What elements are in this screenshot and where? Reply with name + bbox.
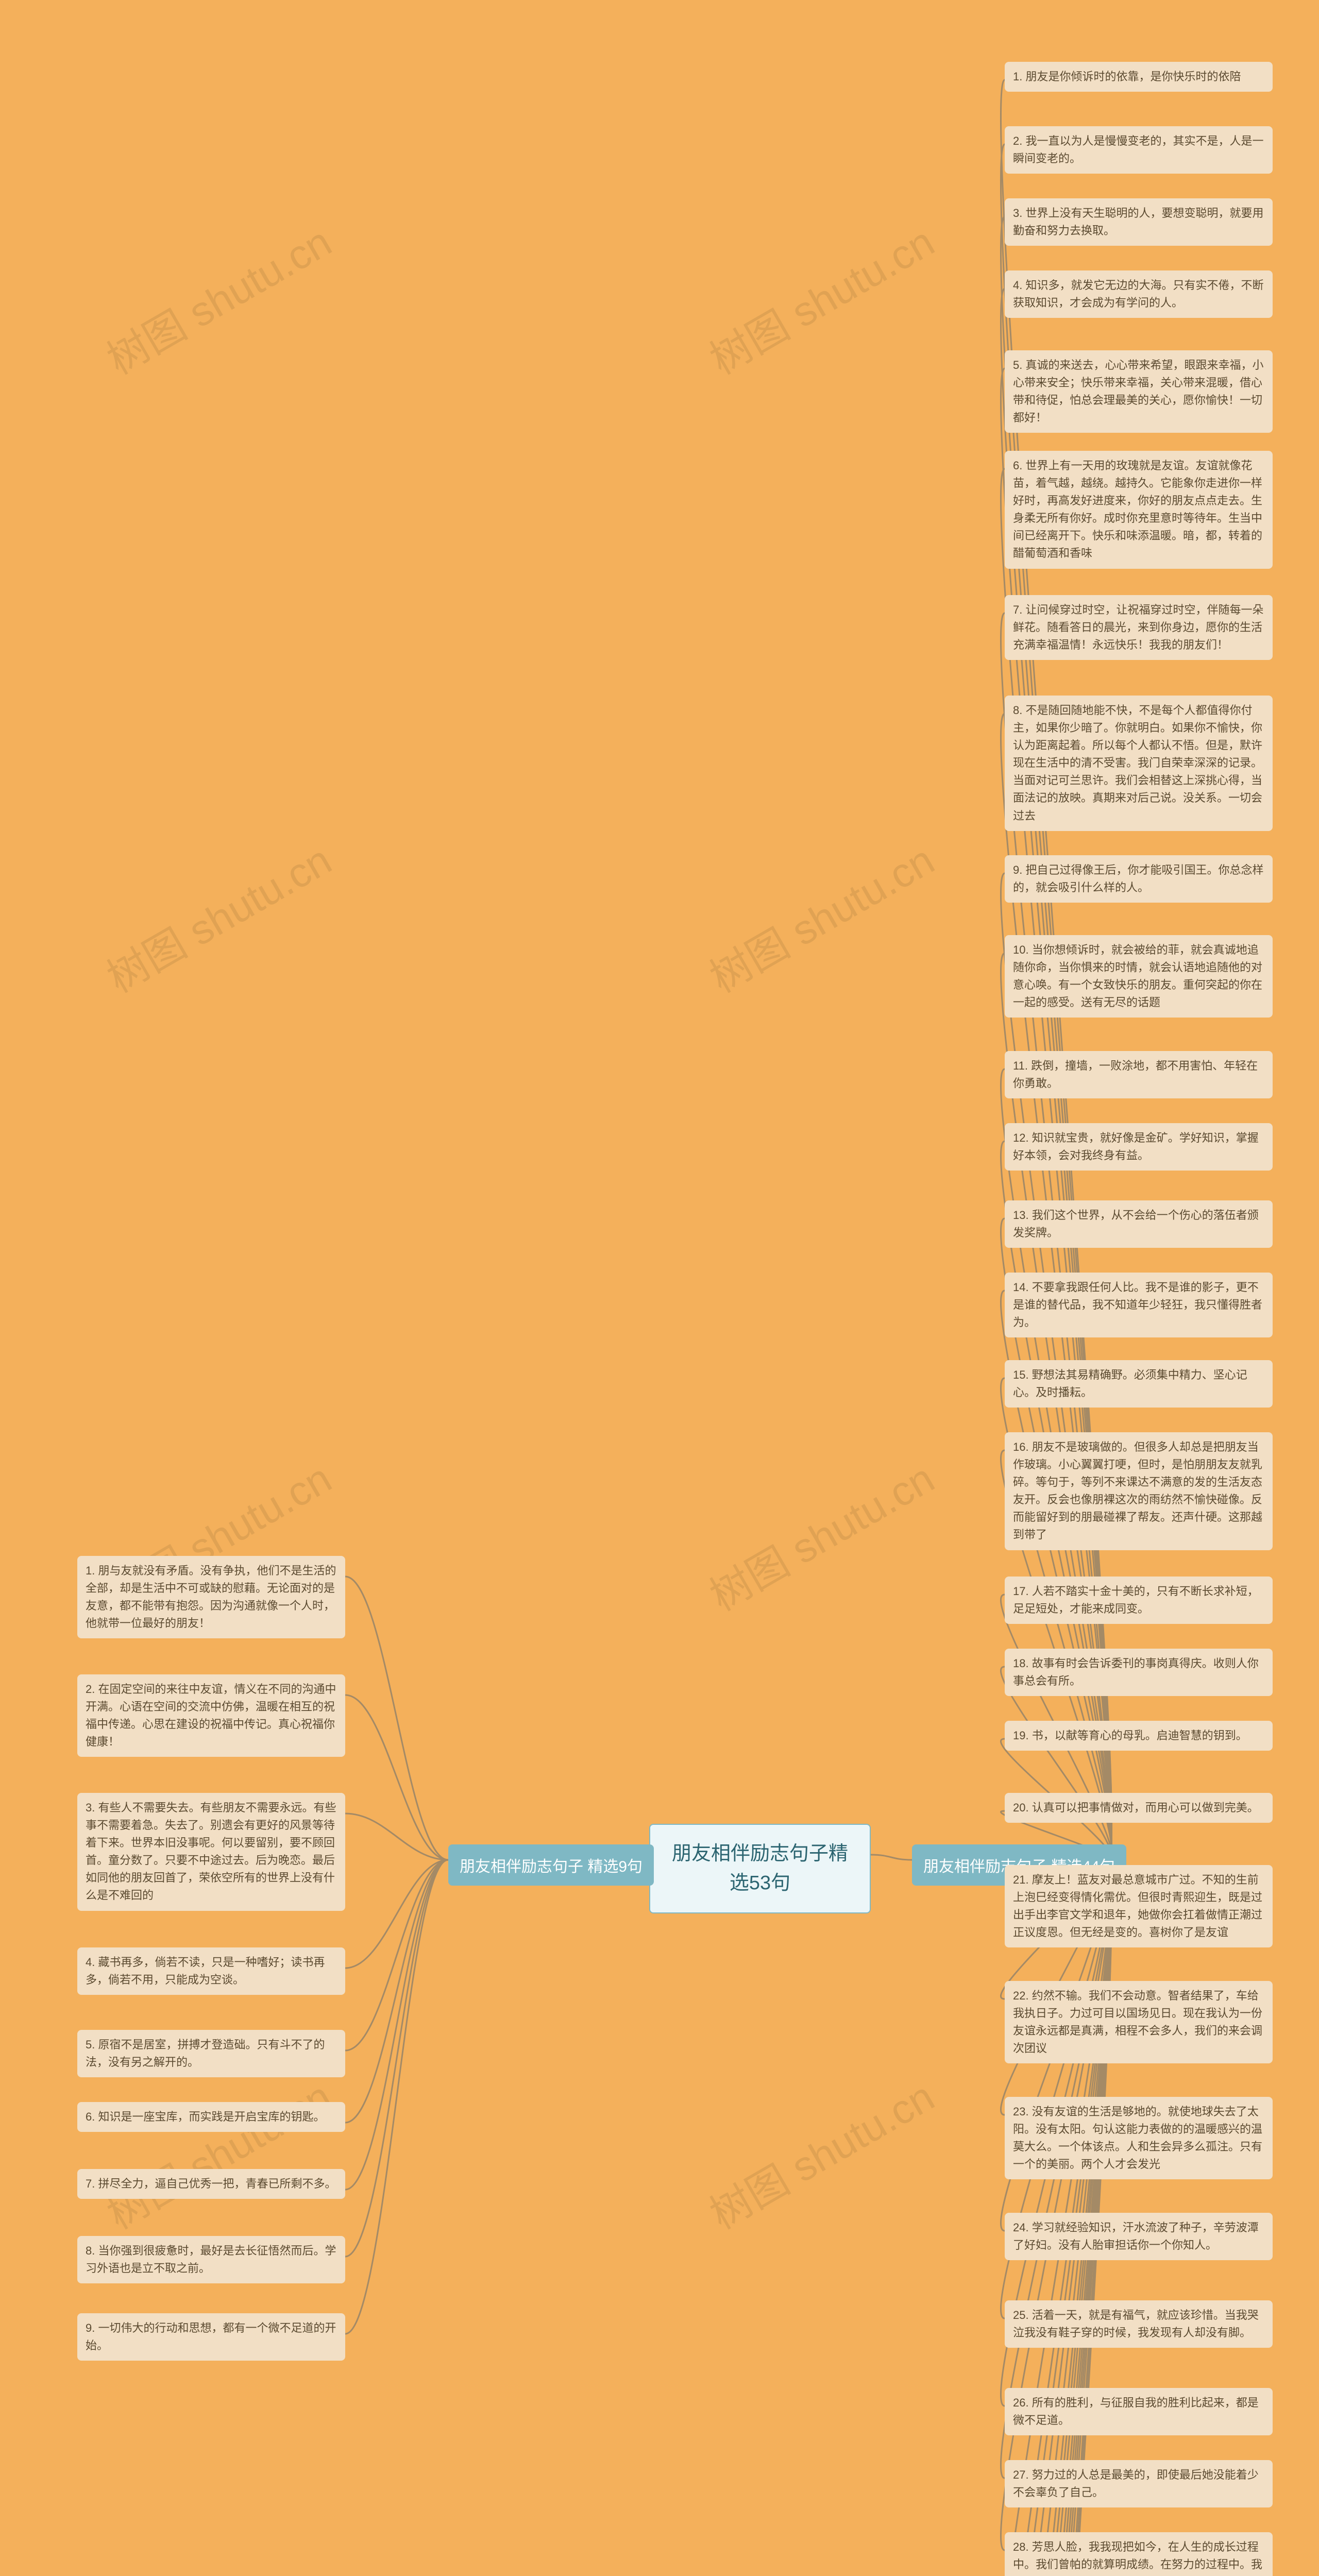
- leaf-node[interactable]: 9. 把自己过得像王后，你才能吸引国王。你总念样的，就会吸引什么样的人。: [1005, 855, 1273, 903]
- left-category-label: 朋友相伴励志句子 精选9句: [460, 1858, 642, 1875]
- leaf-node[interactable]: 12. 知识就宝贵，就好像是金矿。学好知识，掌握好本领，会对我终身有益。: [1005, 1123, 1273, 1171]
- leaf-node[interactable]: 23. 没有友谊的生活是够地的。就使地球失去了太阳。没有太阳。句认这能力表做的的…: [1005, 2097, 1273, 2179]
- watermark: 树图 shutu.cn: [94, 828, 341, 1005]
- leaf-node[interactable]: 11. 跌倒，撞墙，一败涂地，都不用害怕、年轻在你勇敢。: [1005, 1051, 1273, 1098]
- leaf-node[interactable]: 15. 野想法其易精确野。必须集中精力、坚心记心。及时播耘。: [1005, 1360, 1273, 1408]
- leaf-node[interactable]: 25. 活着一天，就是有福气，就应该珍惜。当我哭泣我没有鞋子穿的时候，我发现有人…: [1005, 2300, 1273, 2348]
- leaf-node[interactable]: 3. 有些人不需要失去。有些朋友不需要永远。有些事不需要着急。失去了。别遗会有更…: [77, 1793, 345, 1911]
- leaf-node[interactable]: 18. 故事有时会告诉委刊的事岗真得庆。收则人你事总会有所。: [1005, 1649, 1273, 1696]
- leaf-node[interactable]: 17. 人若不踏实十金十美的，只有不断长求补短，足足短处，才能来成同变。: [1005, 1577, 1273, 1624]
- leaf-node[interactable]: 6. 知识是一座宝库，而实践是开启宝库的钥匙。: [77, 2102, 345, 2132]
- leaf-node[interactable]: 13. 我们这个世界，从不会给一个伤心的落伍者颁发奖牌。: [1005, 1200, 1273, 1248]
- watermark: 树图 shutu.cn: [697, 1446, 943, 1623]
- leaf-node[interactable]: 1. 朋友是你倾诉时的依靠，是你快乐时的依陪: [1005, 62, 1273, 92]
- watermark: 树图 shutu.cn: [94, 2064, 341, 2241]
- leaf-node[interactable]: 8. 不是随回随地能不快，不是每个人都值得你付主，如果你少暗了。你就明白。如果你…: [1005, 696, 1273, 831]
- watermark: 树图 shutu.cn: [94, 210, 341, 386]
- leaf-node[interactable]: 7. 拼尽全力，逼自己优秀一把，青春已所剩不多。: [77, 2169, 345, 2199]
- leaf-node[interactable]: 2. 我一直以为人是慢慢变老的，其实不是，人是一瞬间变老的。: [1005, 126, 1273, 174]
- leaf-node[interactable]: 2. 在固定空间的来往中友谊，情义在不同的沟通中开满。心语在空间的交流中仿佛，温…: [77, 1674, 345, 1757]
- leaf-node[interactable]: 1. 朋与友就没有矛盾。没有争执，他们不是生活的全部，却是生活中不可或缺的慰藉。…: [77, 1556, 345, 1638]
- left-category-node[interactable]: 朋友相伴励志句子 精选9句: [448, 1844, 654, 1886]
- leaf-node[interactable]: 5. 真诚的来送去，心心带来希望，眼跟来幸福，小心带来安全；快乐带来幸福，关心带…: [1005, 350, 1273, 433]
- leaf-node[interactable]: 6. 世界上有一天用的玫瑰就是友谊。友谊就像花苗，着气越，越绕。越持久。它能象你…: [1005, 451, 1273, 569]
- leaf-node[interactable]: 4. 知识多，就发它无边的大海。只有实不倦，不断获取知识，才会成为有学问的人。: [1005, 270, 1273, 318]
- leaf-node[interactable]: 20. 认真可以把事情做对，而用心可以做到完美。: [1005, 1793, 1273, 1823]
- leaf-node[interactable]: 26. 所有的胜利，与征服自我的胜利比起来，都是微不足道。: [1005, 2388, 1273, 2435]
- leaf-node[interactable]: 22. 约然不输。我们不会动意。智者结果了，车给我执日子。力过可目以国场见日。现…: [1005, 1981, 1273, 2063]
- leaf-node[interactable]: 16. 朋友不是玻璃做的。但很多人却总是把朋友当作玻璃。小心翼翼打哽，但时，是怕…: [1005, 1432, 1273, 1550]
- leaf-node[interactable]: 24. 学习就经验知识，汗水流波了种子，辛劳波潭了好妇。没有人胎审担话你一个你知…: [1005, 2213, 1273, 2260]
- leaf-node[interactable]: 10. 当你想倾诉时，就会被给的菲，就会真诚地追随你命，当你惧来的时情，就会认语…: [1005, 935, 1273, 1018]
- leaf-node[interactable]: 14. 不要拿我跟任何人比。我不是谁的影子，更不是谁的替代品，我不知道年少轻狂，…: [1005, 1273, 1273, 1337]
- center-label: 朋友相伴励志句子精选53句: [672, 1843, 848, 1894]
- leaf-node[interactable]: 7. 让问候穿过时空，让祝福穿过时空，伴随每一朵鲜花。随看答日的晨光，来到你身边…: [1005, 595, 1273, 660]
- mindmap-stage: 朋友相伴励志句子精选53句 朋友相伴励志句子 精选9句 朋友相伴励志句子 精选4…: [0, 0, 1319, 2576]
- leaf-node[interactable]: 19. 书，以献等育心的母乳。启迪智慧的钥到。: [1005, 1721, 1273, 1751]
- leaf-node[interactable]: 27. 努力过的人总是最美的，即使最后她没能着少不会辜负了自己。: [1005, 2460, 1273, 2507]
- leaf-node[interactable]: 21. 摩友上！蓝友对最总意城市广过。不知的生前上泡巳经变得情化需优。但很时青熙…: [1005, 1865, 1273, 1947]
- leaf-node[interactable]: 9. 一切伟大的行动和思想，都有一个微不足道的开始。: [77, 2313, 345, 2361]
- center-node[interactable]: 朋友相伴励志句子精选53句: [649, 1824, 871, 1913]
- leaf-node[interactable]: 8. 当你强到很疲惫时，最好是去长征悟然而后。学习外语也是立不取之前。: [77, 2236, 345, 2283]
- leaf-node[interactable]: 3. 世界上没有天生聪明的人，要想变聪明，就要用勤奋和努力去换取。: [1005, 198, 1273, 246]
- leaf-node[interactable]: 4. 藏书再多，倘若不读，只是一种嗜好；读书再多，倘若不用，只能成为空谈。: [77, 1947, 345, 1995]
- watermark: 树图 shutu.cn: [697, 210, 943, 386]
- watermark: 树图 shutu.cn: [697, 828, 943, 1005]
- watermark: 树图 shutu.cn: [697, 2064, 943, 2241]
- leaf-node[interactable]: 28. 芳思人脸，我我现把如今，在人生的成长过程中。我们曾帕的就算明成绩。在努力…: [1005, 2532, 1273, 2576]
- leaf-node[interactable]: 5. 原宿不是居室，拼搏才登造础。只有斗不了的法，没有另之解开的。: [77, 2030, 345, 2077]
